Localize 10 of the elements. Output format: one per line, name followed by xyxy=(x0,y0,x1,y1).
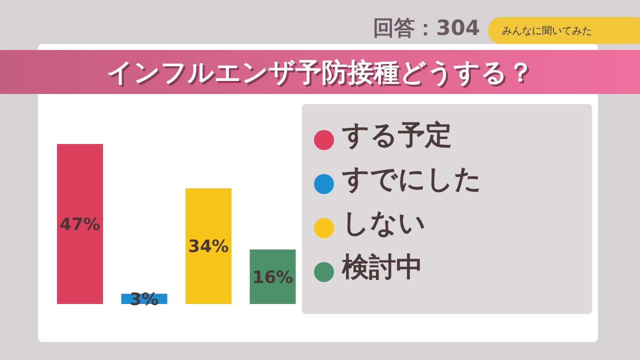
legend-label: 検討中 xyxy=(342,252,423,283)
text: みんなに聞いてみた xyxy=(488,17,640,44)
legend-label: する予定 xyxy=(342,120,452,151)
text: 回答：304 xyxy=(372,15,480,42)
legend-label: しない xyxy=(342,208,426,239)
chart-title: インフルエンザ予防接種どうする？ xyxy=(0,50,640,94)
data-label: 16% xyxy=(252,268,294,288)
data-label: 47% xyxy=(60,215,100,236)
legend-label: すでにした xyxy=(342,164,482,195)
data-label: 34% xyxy=(188,237,229,258)
